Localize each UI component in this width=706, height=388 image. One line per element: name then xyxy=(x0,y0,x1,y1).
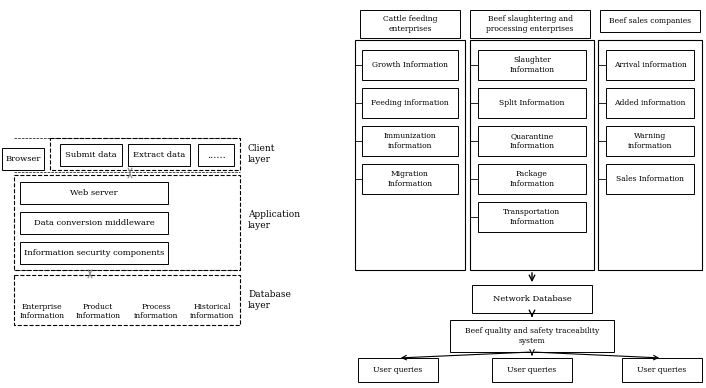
Text: Split Information: Split Information xyxy=(499,99,565,107)
Text: Beef sales companies: Beef sales companies xyxy=(609,17,691,25)
Text: Network Database: Network Database xyxy=(493,295,571,303)
Bar xyxy=(478,50,586,80)
Text: Cattle feeding
enterprises: Cattle feeding enterprises xyxy=(383,16,437,33)
Bar xyxy=(606,88,694,118)
Text: Application
layer: Application layer xyxy=(248,210,300,230)
Bar xyxy=(472,285,592,313)
Bar xyxy=(492,358,572,382)
Bar xyxy=(470,10,590,38)
Text: Slaughter
Information: Slaughter Information xyxy=(510,56,554,74)
Bar xyxy=(478,202,586,232)
Text: User queries: User queries xyxy=(638,366,687,374)
Text: Submit data: Submit data xyxy=(65,151,116,159)
Text: Web server: Web server xyxy=(70,189,118,197)
Bar xyxy=(60,144,122,166)
Bar xyxy=(14,275,240,325)
Bar xyxy=(20,182,168,204)
Bar xyxy=(362,126,458,156)
Bar xyxy=(478,164,586,194)
Bar xyxy=(14,175,240,270)
Text: User queries: User queries xyxy=(373,366,423,374)
Bar xyxy=(128,144,190,166)
Bar xyxy=(2,148,44,170)
Text: Information security components: Information security components xyxy=(24,249,164,257)
Text: Client
layer: Client layer xyxy=(248,144,275,164)
Text: Quarantine
Information: Quarantine Information xyxy=(510,132,554,150)
Text: ......: ...... xyxy=(207,151,225,159)
Text: Growth Information: Growth Information xyxy=(372,61,448,69)
Text: Added information: Added information xyxy=(614,99,686,107)
Bar xyxy=(50,138,240,170)
Bar xyxy=(450,320,614,352)
Bar xyxy=(362,88,458,118)
Bar xyxy=(606,164,694,194)
Text: Migration
Information: Migration Information xyxy=(388,170,433,188)
Text: Beef slaughtering and
processing enterprises: Beef slaughtering and processing enterpr… xyxy=(486,16,574,33)
Bar xyxy=(478,126,586,156)
Text: Process
information: Process information xyxy=(133,303,178,320)
Bar xyxy=(360,10,460,38)
Bar xyxy=(358,358,438,382)
Text: Sales Information: Sales Information xyxy=(616,175,684,183)
Bar xyxy=(600,10,700,32)
Bar xyxy=(606,50,694,80)
Text: Feeding information: Feeding information xyxy=(371,99,449,107)
Text: User queries: User queries xyxy=(508,366,556,374)
Text: Historical
information: Historical information xyxy=(190,303,234,320)
Text: Browser: Browser xyxy=(6,155,41,163)
Text: Arrival information: Arrival information xyxy=(614,61,686,69)
Text: Warning
information: Warning information xyxy=(628,132,672,150)
Bar xyxy=(470,40,594,270)
Bar xyxy=(478,88,586,118)
Bar xyxy=(362,50,458,80)
Bar xyxy=(355,40,465,270)
Text: Extract data: Extract data xyxy=(133,151,185,159)
Bar xyxy=(20,212,168,234)
Bar xyxy=(198,144,234,166)
Bar xyxy=(20,242,168,264)
Text: Package
Information: Package Information xyxy=(510,170,554,188)
Bar xyxy=(362,164,458,194)
Text: Database
layer: Database layer xyxy=(248,290,291,310)
Text: Product
Information: Product Information xyxy=(76,303,121,320)
Text: Beef quality and safety traceability
system: Beef quality and safety traceability sys… xyxy=(465,327,599,345)
Text: Data conversion middleware: Data conversion middleware xyxy=(34,219,155,227)
Bar xyxy=(598,40,702,270)
Bar xyxy=(622,358,702,382)
Text: Transportation
Information: Transportation Information xyxy=(503,208,561,225)
Text: Enterprise
Information: Enterprise Information xyxy=(20,303,64,320)
Bar xyxy=(606,126,694,156)
Text: Immunization
information: Immunization information xyxy=(383,132,436,150)
